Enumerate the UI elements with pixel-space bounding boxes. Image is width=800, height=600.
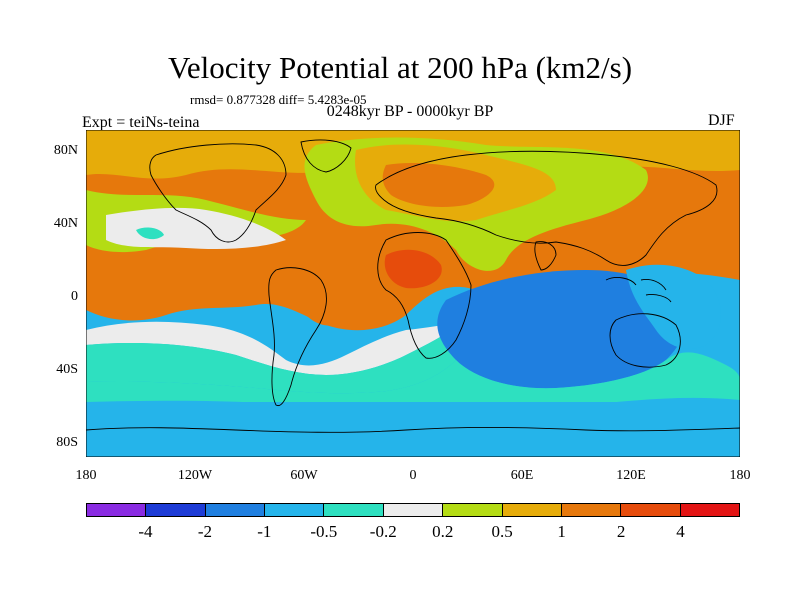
experiment-label: Expt = teiNs-teina bbox=[82, 114, 200, 131]
maritime-continent-outline bbox=[605, 277, 672, 303]
field-negative-02-pacific bbox=[136, 227, 164, 240]
plot-title: Velocity Potential at 200 hPa (km2/s) bbox=[167, 50, 633, 85]
y-tick-80n: 80N bbox=[53, 143, 78, 158]
y-tick-40n: 40N bbox=[53, 216, 78, 231]
australia-outline bbox=[609, 313, 681, 368]
colorbar-cell bbox=[87, 504, 147, 516]
colorbar-label: 1 bbox=[557, 522, 566, 541]
colorbar-label: -0.2 bbox=[369, 522, 397, 541]
colorbar-cell bbox=[680, 504, 739, 516]
field-negative-1-indian bbox=[437, 270, 687, 389]
colorbar-cell bbox=[324, 504, 384, 516]
south-america-outline bbox=[268, 267, 327, 407]
x-tick-180w: 180 bbox=[75, 468, 97, 483]
greenland-outline bbox=[300, 139, 352, 173]
colorbar-cell bbox=[621, 504, 681, 516]
colorbar-cell bbox=[561, 504, 622, 516]
field-positive-2-inner bbox=[382, 163, 495, 207]
y-tick-40s: 40S bbox=[56, 362, 78, 377]
x-tick-0: 0 bbox=[409, 468, 417, 483]
field-near-zero-south bbox=[86, 320, 466, 375]
colorbar-cell bbox=[443, 504, 503, 516]
colorbar-cell bbox=[265, 504, 325, 516]
colorbar-label: -4 bbox=[138, 522, 153, 541]
period-subtitle: 0248kyr BP - 0000kyr BP bbox=[326, 103, 494, 120]
y-tick-0: 0 bbox=[71, 289, 78, 304]
season-label: DJF bbox=[708, 112, 735, 129]
colorbar-label: 4 bbox=[676, 522, 685, 541]
x-tick-180e: 180 bbox=[729, 468, 751, 483]
y-tick-80s: 80S bbox=[56, 435, 78, 450]
field-positive-4-africa bbox=[384, 249, 442, 289]
rmsd-diff-text: rmsd= 0.877328 diff= 5.4283e-05 bbox=[190, 92, 367, 107]
antarctica-outline bbox=[86, 426, 740, 433]
colorbar-cell bbox=[205, 504, 266, 516]
colorbar-label: 0.5 bbox=[491, 522, 513, 541]
colorbar-label: -1 bbox=[257, 522, 272, 541]
eurasia-outline bbox=[375, 150, 718, 266]
velocity-potential-map bbox=[86, 130, 740, 457]
field-negative-02-south bbox=[86, 320, 472, 394]
colorbar-cell bbox=[146, 504, 206, 516]
x-tick-60e: 60E bbox=[510, 468, 534, 483]
colorbar-label: 2 bbox=[616, 522, 626, 541]
north-america-outline bbox=[149, 143, 287, 243]
colorbar-label: -2 bbox=[197, 522, 212, 541]
africa-outline bbox=[377, 232, 472, 359]
india-outline bbox=[534, 241, 557, 271]
colorbar-label: 0.2 bbox=[432, 522, 454, 541]
colorbar-cell bbox=[383, 504, 444, 516]
field-positive-2-americas bbox=[266, 254, 361, 326]
colorbar-label: -0.5 bbox=[310, 522, 338, 541]
colorbar bbox=[86, 503, 740, 517]
field-negative-02-lower bbox=[86, 352, 740, 415]
colorbar-cell bbox=[502, 504, 562, 516]
x-tick-60w: 60W bbox=[290, 468, 318, 483]
field-negative-05-westpac bbox=[626, 264, 721, 350]
x-tick-120e: 120E bbox=[616, 468, 646, 483]
coastlines bbox=[86, 139, 740, 433]
x-tick-120w: 120W bbox=[177, 468, 213, 483]
